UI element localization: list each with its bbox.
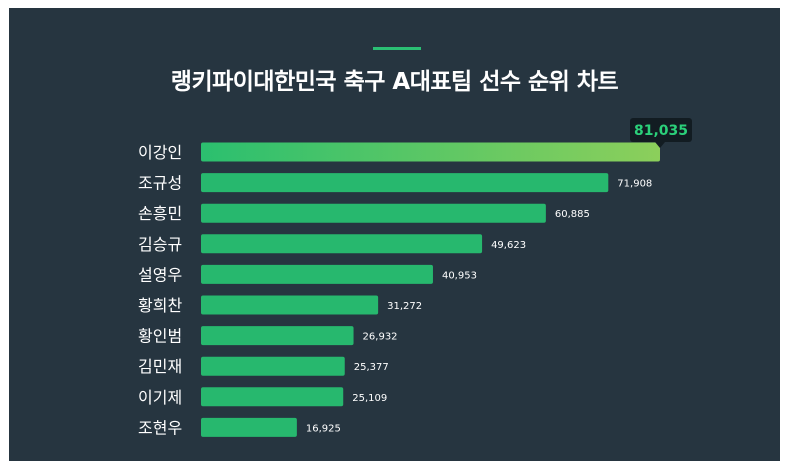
value-label: 40,953: [442, 270, 477, 281]
value-label: 25,109: [352, 393, 387, 404]
bar: [201, 326, 354, 346]
value-label: 25,377: [354, 362, 389, 373]
category-label: 손흥민: [138, 204, 182, 223]
chart-title: 랭키파이대한민국 축구 A대표팀 선수 순위 차트: [170, 69, 619, 95]
bar: [201, 234, 483, 254]
title-accent-line: [373, 47, 421, 50]
bar: [201, 356, 345, 376]
bar: [201, 264, 433, 284]
bar: [201, 203, 546, 223]
bar-chart: 이강인 81,035 조규성 71,908 손흥민 60,885 김승규 49,623 설영우 4…: [138, 118, 692, 437]
top-value-callout: [630, 118, 692, 142]
value-label: 60,885: [555, 209, 590, 220]
value-label: 81,035: [634, 123, 688, 139]
category-label: 황희찬: [138, 296, 182, 315]
chart-panel: 랭키파이대한민국 축구 A대표팀 선수 순위 차트 이강인 81,035 조규성 71…: [9, 8, 780, 461]
category-label: 이강인: [138, 143, 182, 162]
category-label: 김승규: [138, 235, 182, 254]
category-label: 김민재: [138, 357, 182, 376]
callout-pointer: [655, 142, 665, 148]
value-label: 49,623: [491, 240, 526, 251]
category-label: 이기제: [138, 388, 182, 407]
value-label: 71,908: [617, 179, 652, 190]
value-label: 26,932: [363, 332, 398, 343]
bar: [201, 142, 660, 162]
bar: [201, 173, 609, 193]
category-label: 조규성: [138, 174, 182, 193]
bar: [201, 295, 379, 315]
value-label: 31,272: [387, 301, 422, 312]
category-label: 설영우: [138, 265, 182, 284]
bar: [201, 387, 344, 407]
category-label: 황인범: [138, 327, 182, 346]
value-label: 16,925: [306, 423, 341, 434]
bar: [201, 417, 297, 437]
category-label: 조현우: [138, 418, 182, 437]
